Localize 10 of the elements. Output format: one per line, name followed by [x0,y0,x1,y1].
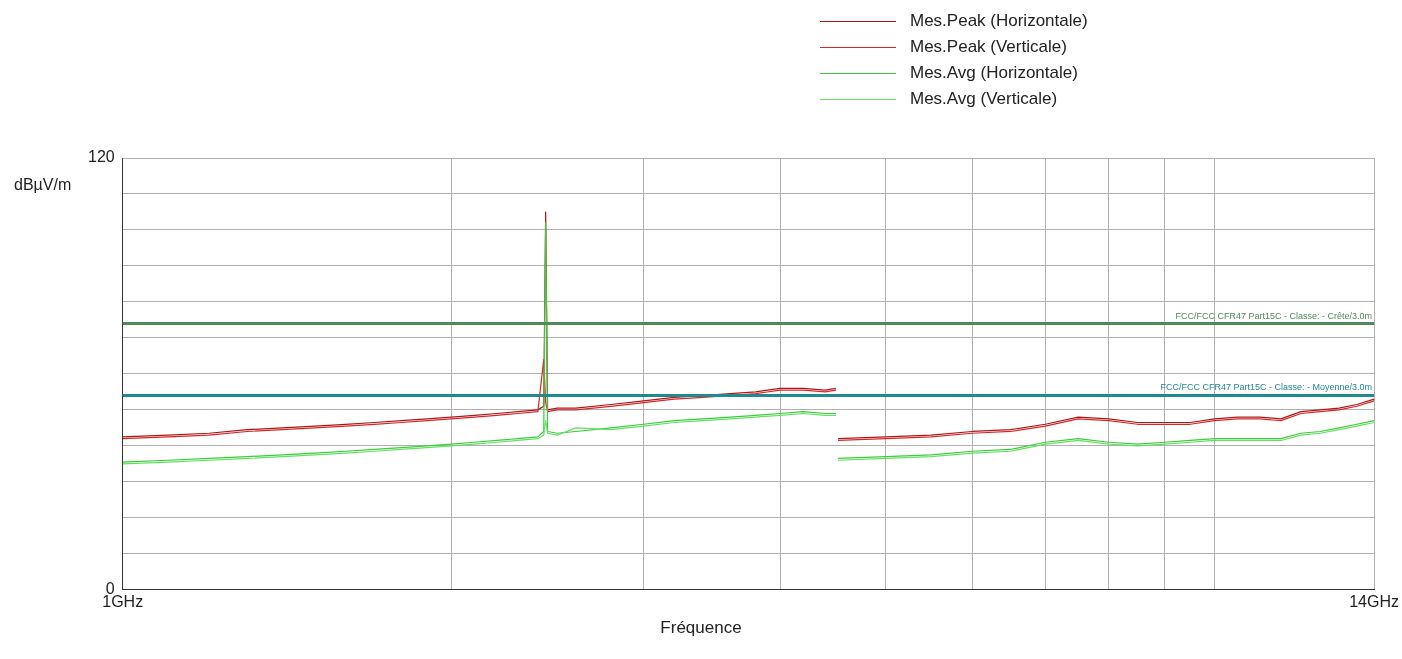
legend-label: Mes.Avg (Horizontale) [910,63,1078,83]
x-tick-label: 14GHz [1349,592,1399,610]
ref-line-label: FCC/FCC CFR47 Part15C - Classe: - Moyenne/3.0m [1160,382,1373,393]
legend-label: Mes.Peak (Horizontale) [910,11,1088,31]
x-axis-title: Fréquence [659,618,743,638]
y-tick-label: 120 [87,148,115,166]
legend-label: Mes.Avg (Verticale) [910,89,1058,109]
ref-line-label: FCC/FCC CFR47 Part15C - Classe: - Crête/3.0m [1175,310,1373,321]
y-axis-title: dBµV/m [14,176,72,194]
legend-label: Mes.Peak (Verticale) [910,37,1067,57]
